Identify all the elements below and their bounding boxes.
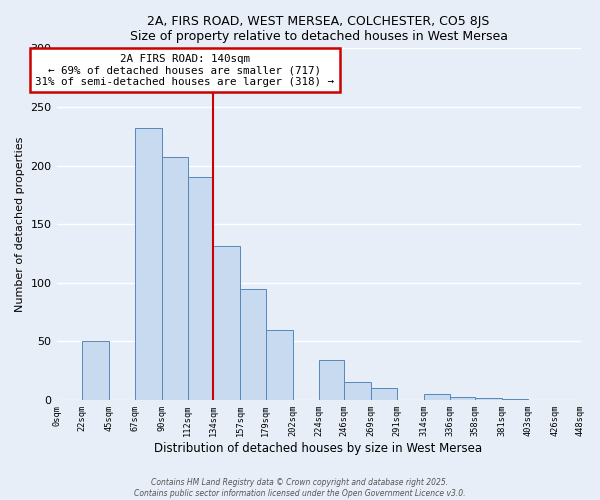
Bar — [213, 246, 240, 400]
Bar — [162, 158, 188, 400]
Bar — [266, 330, 293, 400]
Y-axis label: Number of detached properties: Number of detached properties — [15, 136, 25, 312]
Text: 2A FIRS ROAD: 140sqm
← 69% of detached houses are smaller (717)
31% of semi-deta: 2A FIRS ROAD: 140sqm ← 69% of detached h… — [35, 54, 334, 87]
Title: 2A, FIRS ROAD, WEST MERSEA, COLCHESTER, CO5 8JS
Size of property relative to det: 2A, FIRS ROAD, WEST MERSEA, COLCHESTER, … — [130, 15, 508, 43]
Bar — [240, 288, 266, 400]
Bar — [319, 360, 344, 400]
Bar — [135, 128, 162, 400]
Bar — [371, 388, 397, 400]
Bar — [475, 398, 502, 400]
Bar — [188, 178, 213, 400]
Bar — [424, 394, 449, 400]
Bar — [449, 396, 475, 400]
Bar — [502, 399, 528, 400]
Text: Contains HM Land Registry data © Crown copyright and database right 2025.
Contai: Contains HM Land Registry data © Crown c… — [134, 478, 466, 498]
X-axis label: Distribution of detached houses by size in West Mersea: Distribution of detached houses by size … — [154, 442, 482, 455]
Bar — [344, 382, 371, 400]
Bar — [82, 342, 109, 400]
